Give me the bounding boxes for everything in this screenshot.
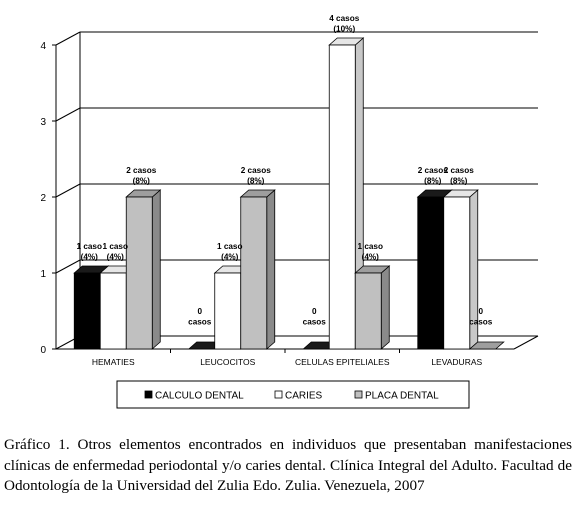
legend-swatch bbox=[274, 390, 283, 399]
data-label: (8%) bbox=[133, 177, 151, 186]
grid-diagonal bbox=[55, 31, 81, 46]
bar-chart: 0 1 2 3 4 HEMATIES LEUCOCITOS CELULAS EPITELIAL… bbox=[40, 14, 539, 409]
y-tick-label: 4 bbox=[40, 41, 46, 52]
data-label: 0 bbox=[312, 307, 317, 316]
grid-diagonal bbox=[55, 259, 81, 274]
x-tick-label: CELULAS EPITELIALES bbox=[295, 357, 390, 367]
data-label: (4%) bbox=[221, 253, 239, 262]
bar-front bbox=[443, 196, 471, 350]
bars bbox=[73, 37, 505, 350]
x-tick-label: HEMATIES bbox=[92, 357, 135, 367]
y-tick-label: 1 bbox=[40, 269, 46, 280]
data-label: 0 bbox=[197, 307, 202, 316]
data-label: 2 casos bbox=[418, 166, 448, 175]
legend-label: PLACA DENTAL bbox=[365, 391, 439, 402]
data-label: (8%) bbox=[247, 177, 265, 186]
data-label: 1 caso bbox=[103, 242, 129, 251]
data-label: 0 bbox=[478, 307, 483, 316]
x-tick-label: LEVADURAS bbox=[431, 357, 482, 367]
legend-label: CALCULO DENTAL bbox=[155, 391, 244, 402]
bar-front bbox=[328, 44, 356, 350]
bar-front bbox=[125, 196, 153, 350]
data-label: casos bbox=[303, 318, 327, 327]
data-label: (4%) bbox=[362, 253, 380, 262]
floor-edge bbox=[513, 335, 539, 350]
data-label: casos bbox=[469, 318, 493, 327]
data-label: (4%) bbox=[81, 253, 99, 262]
bar bbox=[442, 189, 479, 350]
bar bbox=[125, 189, 162, 350]
data-label: 2 casos bbox=[126, 166, 156, 175]
y-tick-label: 0 bbox=[40, 345, 46, 356]
bar-side bbox=[266, 189, 276, 350]
data-label: 1 caso bbox=[358, 242, 384, 251]
bar-side bbox=[151, 189, 161, 350]
data-label: casos bbox=[188, 318, 212, 327]
legend-box bbox=[116, 380, 470, 409]
legend-swatch bbox=[144, 390, 153, 399]
bar-front bbox=[240, 196, 268, 350]
bar bbox=[239, 189, 276, 350]
axes: 0 1 2 3 4 HEMATIES LEUCOCITOS CELULAS EPITELIAL… bbox=[40, 41, 539, 367]
bar bbox=[468, 341, 505, 350]
figure-caption: Gráfico 1. Otros elementos encontrados e… bbox=[4, 436, 572, 494]
bar-side bbox=[380, 265, 390, 350]
data-label: (8%) bbox=[424, 177, 442, 186]
legend: CALCULO DENTAL CARIES PLACA DENTAL bbox=[116, 380, 470, 409]
grid-diagonal bbox=[55, 183, 81, 198]
data-label: (10%) bbox=[333, 25, 355, 34]
data-label: (8%) bbox=[450, 177, 468, 186]
y-tick-label: 2 bbox=[40, 193, 46, 204]
bar-front bbox=[417, 196, 445, 350]
data-label: 1 caso bbox=[217, 242, 243, 251]
y-tick-label: 3 bbox=[40, 117, 46, 128]
bar-front bbox=[214, 272, 242, 350]
bar bbox=[354, 265, 391, 350]
bar-front bbox=[354, 272, 382, 350]
bar-zero bbox=[468, 341, 505, 350]
legend-label: CARIES bbox=[285, 391, 323, 402]
data-label: 2 casos bbox=[444, 166, 474, 175]
data-label: 4 casos bbox=[329, 14, 359, 23]
data-label: (4%) bbox=[107, 253, 125, 262]
grid-diagonal bbox=[55, 107, 81, 122]
bar-front bbox=[73, 272, 101, 350]
legend-swatch bbox=[354, 390, 363, 399]
bar-front bbox=[99, 272, 127, 350]
data-label: 1 caso bbox=[77, 242, 103, 251]
x-tick-label: LEUCOCITOS bbox=[200, 357, 255, 367]
data-label: 2 casos bbox=[241, 166, 271, 175]
